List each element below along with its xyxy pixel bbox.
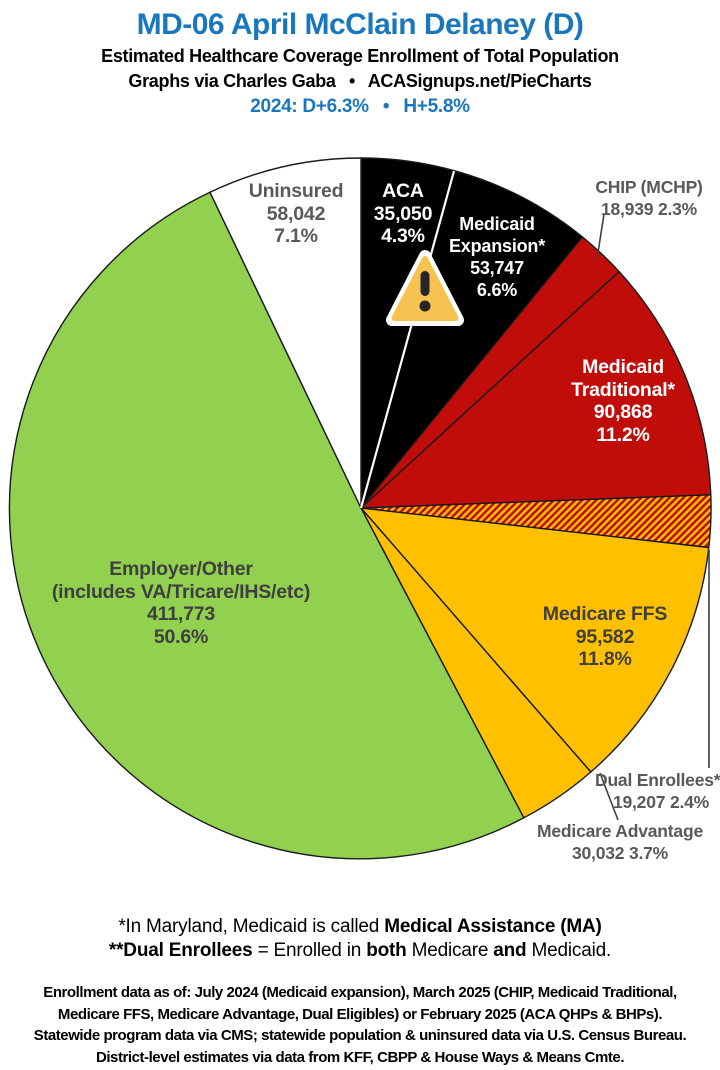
footnote-dual-mid1: = Enrolled in — [252, 940, 367, 961]
label-dual-enrollees-name: Dual Enrollees** — [595, 770, 720, 790]
label-aca-value: 35,050 — [373, 202, 433, 225]
pie-slice-medicaid-traditional — [360, 270, 712, 509]
label-employer-other: Employer/Other (includes VA/Tricare/IHS/… — [52, 558, 310, 648]
pie-chart-area — [0, 140, 720, 880]
label-medicaid-expansion-value: 53,747 — [470, 258, 524, 278]
label-employer-other-name1: Employer/Other — [109, 558, 253, 580]
pie-chart — [8, 157, 712, 860]
label-uninsured-name: Uninsured — [248, 180, 344, 202]
footnote-medicaid-pre: *In Maryland, Medicaid is called — [118, 916, 385, 937]
label-medicaid-expansion-name1: Medicaid — [459, 214, 535, 234]
source-line-4: District-level estimates via data from K… — [95, 1048, 625, 1066]
footnote-dual-bold1: **Dual Enrollees — [108, 940, 253, 961]
label-chip-value-pct: 18,939 2.3% — [600, 198, 698, 219]
label-medicaid-expansion-pct: 6.6% — [476, 280, 518, 300]
pie-slice-medicare-ffs — [360, 507, 710, 773]
footnote-dual-bold3: and — [493, 940, 527, 961]
label-medicare-advantage-value-pct: 30,032 3.7% — [571, 842, 669, 863]
footnote-medicaid: *In Maryland, Medicaid is called Medical… — [0, 916, 720, 938]
label-medicaid-expansion-name2: Expansion* — [448, 236, 546, 256]
label-dual-enrollees-value-pct: 19,207 2.4% — [612, 791, 710, 812]
label-medicare-ffs-name: Medicare FFS — [542, 603, 668, 625]
label-medicaid-traditional-pct: 11.2% — [596, 423, 650, 446]
label-medicare-ffs: Medicare FFS 95,582 11.8% — [542, 603, 668, 671]
footnote-dual: **Dual Enrollees = Enrolled in both Medi… — [0, 940, 720, 962]
label-dual-enrollees: Dual Enrollees** 19,207 2.4% — [595, 770, 720, 813]
label-uninsured-pct: 7.1% — [274, 225, 318, 247]
label-medicare-ffs-pct: 11.8% — [578, 648, 632, 670]
subtitle: Estimated Healthcare Coverage Enrollment… — [101, 46, 619, 66]
page-title: MD-06 April McClain Delaney (D) — [136, 8, 584, 41]
footnote-dual-end: Medicaid. — [526, 940, 612, 961]
label-chip-name: CHIP (MCHP) — [595, 177, 703, 197]
label-medicaid-traditional: Medicaid Traditional* 90,868 11.2% — [571, 356, 675, 446]
label-uninsured-value: 58,042 — [266, 202, 326, 225]
label-medicaid-traditional-name1: Medicaid — [582, 356, 664, 378]
partisan-lean-line: 2024: D+6.3% • H+5.8% — [250, 96, 470, 117]
label-employer-other-value: 411,773 — [146, 603, 216, 625]
warning-icon — [386, 250, 464, 326]
label-aca-pct: 4.3% — [381, 225, 425, 247]
footnote-dual-bold2: both — [366, 940, 407, 961]
pie-slice-medicaid-expansion — [360, 170, 584, 509]
label-medicaid-traditional-value: 90,868 — [593, 401, 653, 423]
pie-slice-uninsured — [209, 157, 362, 509]
credit-line: Graphs via Charles Gaba • ACASignups.net… — [128, 71, 592, 91]
label-aca: ACA 35,050 4.3% — [373, 180, 433, 248]
pie-slices — [8, 157, 712, 860]
source-line-1: Enrollment data as of: July 2024 (Medica… — [43, 984, 677, 1001]
source-line-3: Statewide program data via CMS; statewid… — [33, 1027, 687, 1044]
aca-expansion-divider-line — [359, 170, 456, 509]
label-employer-other-name2: (includes VA/Tricare/IHS/etc) — [51, 580, 311, 603]
label-medicare-advantage-name: Medicare Advantage — [537, 821, 703, 841]
pie-slice-employer-other-includes-va-tricare-ihs-etc — [8, 191, 525, 860]
medicare-advantage-leader-line — [599, 772, 619, 821]
label-medicaid-expansion: Medicaid Expansion* 53,747 6.6% — [449, 213, 545, 301]
source-note: Enrollment data as of: July 2024 (Medica… — [0, 982, 720, 1068]
label-medicare-advantage: Medicare Advantage 30,032 3.7% — [537, 821, 703, 864]
label-employer-other-pct: 50.6% — [153, 625, 209, 648]
label-chip: CHIP (MCHP) 18,939 2.3% — [595, 177, 703, 220]
source-line-2: Medicare FFS, Medicare Advantage, Dual E… — [57, 1005, 663, 1023]
chip-leader-line — [596, 213, 605, 260]
label-aca-name: ACA — [382, 180, 424, 202]
label-medicaid-traditional-name2: Traditional* — [571, 378, 675, 401]
footnote-medicaid-bold: Medical Assistance (MA) — [384, 916, 602, 937]
label-medicare-ffs-value: 95,582 — [575, 625, 635, 648]
footnote-dual-mid2: Medicare — [406, 940, 494, 961]
label-uninsured: Uninsured 58,042 7.1% — [249, 180, 344, 248]
